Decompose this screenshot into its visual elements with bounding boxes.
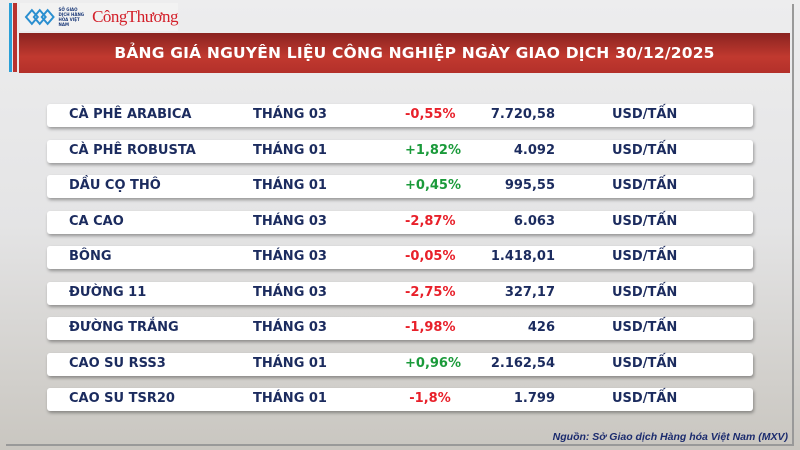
contract-month: THÁNG 01 (253, 355, 327, 371)
price: 426 (527, 320, 555, 335)
table-row: BÔNG THÁNG 03 -0,05% 1.418,01 USD/TẤN (47, 246, 753, 269)
commodity-name: CA CAO (69, 213, 124, 229)
source-note: Nguồn: Sở Giao dịch Hàng hóa Việt Nam (M… (552, 431, 788, 443)
exchange-logo-icon (24, 8, 55, 26)
price-change: -0,05% (405, 249, 456, 264)
contract-month: THÁNG 03 (253, 284, 327, 300)
unit: USD/TẤN (612, 284, 678, 300)
table-row: ĐƯỜNG TRẮNG THÁNG 03 -1,98% 426 USD/TẤN (47, 317, 753, 340)
unit: USD/TẤN (612, 107, 678, 122)
price-change: +0,96% (405, 355, 461, 371)
price: 4.092 (513, 142, 555, 158)
unit: USD/TẤN (612, 142, 678, 158)
commodity-name: CÀ PHÊ ARABICA (69, 107, 192, 122)
brand-logo-text: CôngThương (92, 7, 178, 26)
table-row: CAO SU RSS3 THÁNG 01 +0,96% 2.162,54 USD… (47, 352, 753, 376)
contract-month: THÁNG 01 (253, 178, 327, 193)
page-title: BẢNG GIÁ NGUYÊN LIỆU CÔNG NGHIỆP NGÀY GI… (114, 44, 715, 62)
unit: USD/TẤN (612, 249, 678, 264)
price: 7.720,58 (490, 107, 555, 122)
commodity-name: CAO SU TSR20 (69, 391, 175, 406)
table-row: CÀ PHÊ ROBUSTA THÁNG 01 +1,82% 4.092 USD… (47, 139, 753, 163)
price: 1.799 (513, 391, 555, 406)
price: 1.418,01 (490, 249, 555, 264)
contract-month: THÁNG 03 (253, 320, 327, 335)
contract-month: THÁNG 01 (253, 142, 327, 158)
accent-stripe-red (13, 3, 17, 72)
contract-month: THÁNG 03 (253, 249, 327, 264)
price-change: +1,82% (405, 142, 461, 158)
unit: USD/TẤN (612, 391, 678, 406)
table-row: DẦU CỌ THÔ THÁNG 01 +0,45% 995,55 USD/TẤ… (47, 175, 753, 198)
table-row: CA CAO THÁNG 03 -2,87% 6.063 USD/TẤN (47, 210, 753, 234)
commodity-name: BÔNG (69, 249, 112, 264)
table-row: ĐƯỜNG 11 THÁNG 03 -2,75% 327,17 USD/TẤN (47, 281, 753, 305)
exchange-logo-text: SỞ GIAO DỊCH HÀNG HÓA VIỆT NAM (58, 7, 85, 27)
price: 327,17 (504, 284, 555, 300)
commodity-name: CAO SU RSS3 (69, 355, 166, 371)
frame (6, 4, 794, 446)
price: 2.162,54 (490, 355, 555, 371)
price-change: -1,8% (409, 391, 451, 406)
commodity-name: DẦU CỌ THÔ (69, 178, 161, 193)
commodity-name: ĐƯỜNG TRẮNG (69, 320, 179, 335)
commodity-name: ĐƯỜNG 11 (69, 284, 147, 300)
unit: USD/TẤN (612, 355, 678, 371)
price-change: -1,98% (405, 320, 456, 335)
price-change: -0,55% (405, 107, 456, 122)
unit: USD/TẤN (612, 178, 678, 193)
price-change: +0,45% (405, 178, 461, 193)
table-row: CÀ PHÊ ARABICA THÁNG 03 -0,55% 7.720,58 … (47, 104, 753, 127)
table-row: CAO SU TSR20 THÁNG 01 -1,8% 1.799 USD/TẤ… (47, 388, 753, 411)
commodity-name: CÀ PHÊ ROBUSTA (69, 142, 196, 158)
contract-month: THÁNG 03 (253, 107, 327, 122)
logo: SỞ GIAO DỊCH HÀNG HÓA VIỆT NAM CôngThươn… (20, 3, 178, 31)
contract-month: THÁNG 01 (253, 391, 327, 406)
price-change: -2,87% (405, 213, 456, 229)
price-change: -2,75% (405, 284, 456, 300)
accent-stripe-blue (9, 3, 12, 72)
unit: USD/TẤN (612, 320, 678, 335)
price: 6.063 (513, 213, 555, 229)
unit: USD/TẤN (612, 213, 678, 229)
price: 995,55 (504, 178, 555, 193)
title-banner: BẢNG GIÁ NGUYÊN LIỆU CÔNG NGHIỆP NGÀY GI… (19, 33, 790, 73)
contract-month: THÁNG 03 (253, 213, 327, 229)
